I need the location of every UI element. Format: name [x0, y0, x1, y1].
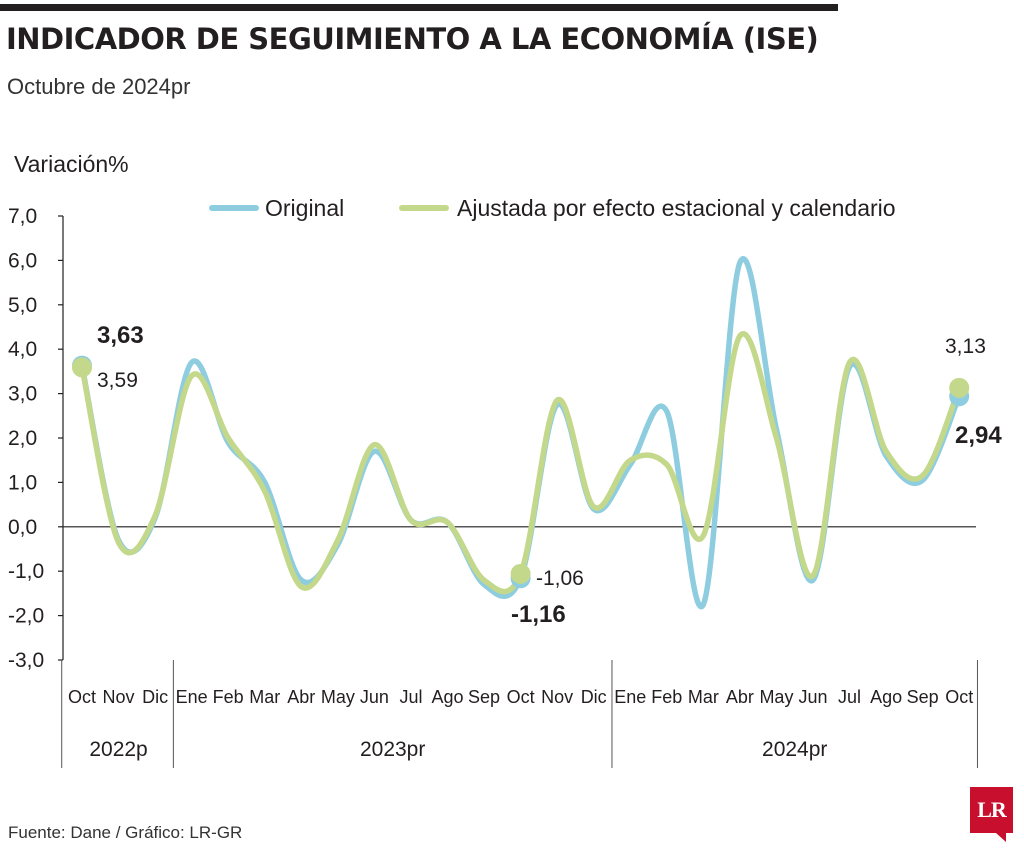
marker-ajustada-0	[72, 357, 92, 378]
x-tick-label: Jun	[360, 687, 389, 707]
x-tick-label: Abr	[287, 687, 315, 707]
x-tick-label: Feb	[213, 687, 244, 707]
top-rule	[0, 4, 838, 11]
series-line-ajustada	[79, 330, 962, 595]
marker-ajustada-12	[510, 563, 531, 584]
series-line-original	[79, 256, 962, 610]
x-tick-label: Ago	[431, 687, 463, 707]
lr-logo: LR	[970, 787, 1013, 833]
annotation-ajustada-end: 3,13	[945, 335, 986, 358]
x-tick-label: Mar	[688, 687, 719, 707]
legend-label-ajustada: Ajustada por efecto estacional y calenda…	[457, 195, 896, 221]
y-tick-label: 2,0	[8, 427, 37, 450]
x-tick-label: Oct	[945, 687, 973, 707]
y-tick-label: -1,0	[8, 560, 44, 583]
chart-title: INDICADOR DE SEGUIMIENTO A LA ECONOMÍA (…	[6, 22, 819, 56]
x-tick-label: Oct	[68, 687, 96, 707]
y-axis-label: Variación%	[14, 151, 129, 177]
x-tick-label: Jun	[798, 687, 827, 707]
x-tick-label: Dic	[581, 687, 607, 707]
annotation-original-start: 3,63	[97, 322, 144, 349]
y-tick-label: -2,0	[8, 605, 44, 628]
x-axis: Oct Nov Dic Ene Feb Mar Abr May Jun Jul Ago Sep Oct N…	[61, 660, 978, 768]
y-tick-label: 5,0	[8, 294, 37, 317]
y-axis: 7,0 6,0 5,0 4,0 3,0 2,0 1,0 0,0 -1,0 -2,0 -3,0	[8, 205, 976, 672]
x-tick-label: Nov	[103, 687, 135, 707]
annotations: 3,63 3,59 -1,06 -1,16 3,13 2,94	[97, 322, 1002, 628]
x-tick-label: Dic	[142, 687, 168, 707]
source-credit: Fuente: Dane / Gráfico: LR-GR	[8, 823, 243, 842]
x-tick-label: Abr	[726, 687, 754, 707]
marker-ajustada-24	[949, 377, 970, 398]
y-tick-label: 0,0	[8, 516, 37, 539]
period-label: 2022p	[89, 738, 147, 761]
y-tick-label: 3,0	[8, 383, 37, 406]
annotation-original-end: 2,94	[955, 422, 1002, 449]
x-tick-label: Nov	[541, 687, 573, 707]
x-tick-label: Sep	[907, 687, 939, 707]
x-tick-label: Sep	[468, 687, 500, 707]
y-tick-label: -3,0	[8, 649, 44, 672]
x-tick-label: Jul	[838, 687, 861, 707]
legend: Original Ajustada por efecto estacional …	[209, 195, 896, 221]
y-tick-label: 7,0	[8, 205, 37, 228]
period-label: 2023pr	[360, 738, 425, 761]
lr-logo-tail	[996, 833, 1006, 842]
x-tick-label: Ene	[176, 687, 208, 707]
y-tick-label: 6,0	[8, 249, 37, 272]
annotation-original-low: -1,16	[511, 601, 566, 628]
y-tick-label: 1,0	[8, 471, 37, 494]
x-tick-label: Jul	[399, 687, 422, 707]
x-tick-label: Mar	[249, 687, 280, 707]
y-tick-label: 4,0	[8, 338, 37, 361]
x-tick-label: Feb	[651, 687, 682, 707]
x-tick-label: May	[321, 687, 355, 707]
x-tick-label: Ene	[614, 687, 646, 707]
period-label: 2024pr	[762, 738, 827, 761]
x-tick-label: Oct	[507, 687, 535, 707]
legend-label-original: Original	[265, 195, 344, 221]
chart-subtitle: Octubre de 2024pr	[7, 74, 191, 99]
series	[72, 256, 970, 610]
annotation-ajustada-start: 3,59	[97, 369, 138, 392]
annotation-ajustada-low: -1,06	[536, 567, 584, 590]
x-tick-label: May	[759, 687, 793, 707]
x-tick-label: Ago	[870, 687, 902, 707]
lr-logo-text: LR	[977, 797, 1007, 822]
